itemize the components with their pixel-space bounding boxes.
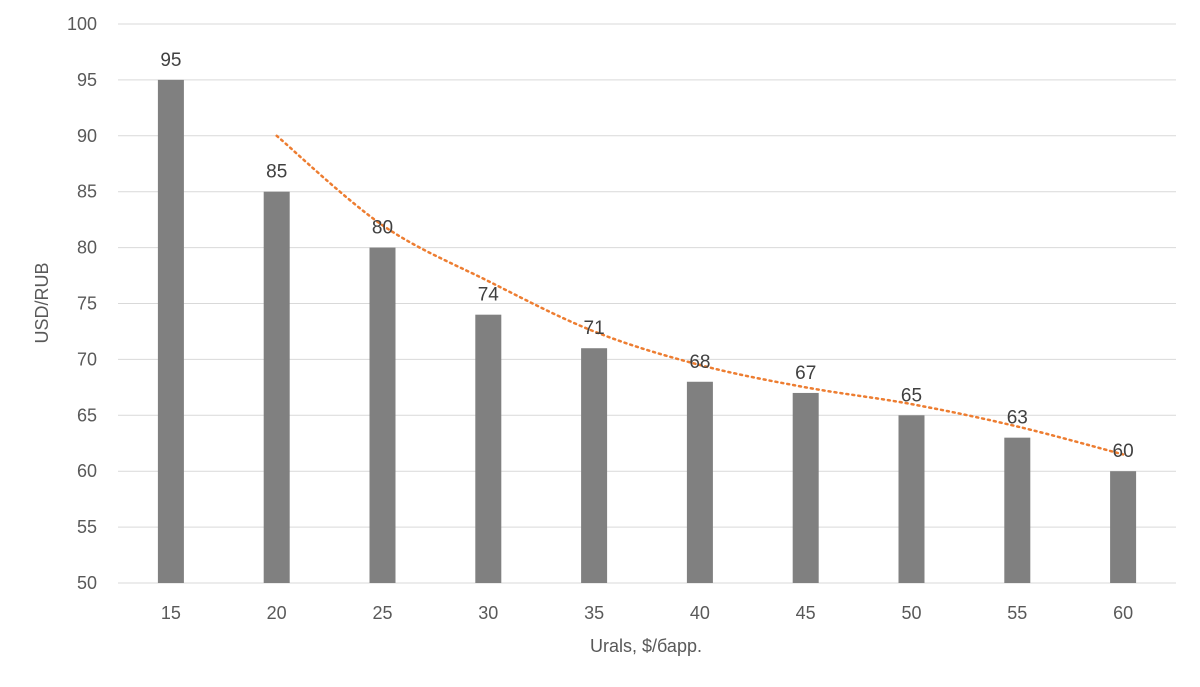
data-label: 63 [1007,408,1028,429]
x-tick-label: 30 [478,603,498,623]
data-label: 71 [584,318,605,339]
x-axis-title: Urals, $/барр. [590,636,702,656]
data-label: 65 [901,385,922,406]
trendline-group [275,134,1125,456]
y-tick-label: 80 [77,238,97,258]
bar [898,415,925,583]
x-axis-ticks: 15 20 25 30 35 40 45 50 55 60 [161,603,1133,623]
y-tick-label: 70 [77,349,97,369]
bar [581,348,608,583]
y-tick-label: 95 [77,70,97,90]
x-tick-label: 55 [1007,603,1027,623]
data-label: 95 [160,50,181,71]
bar [792,392,819,583]
data-labels: 95 85 80 74 71 68 67 65 63 60 [160,50,1133,462]
bars [157,79,1137,584]
x-tick-label: 60 [1113,603,1133,623]
data-label: 85 [266,162,287,183]
x-tick-label: 35 [584,603,604,623]
bar [157,79,184,584]
data-label: 74 [478,285,500,306]
bar [369,247,396,583]
x-tick-label: 50 [901,603,921,623]
y-axis-title: USD/RUB [32,262,52,343]
trendline [275,134,1125,456]
bar [686,381,713,583]
data-label: 80 [372,218,393,239]
y-tick-label: 65 [77,405,97,425]
data-label: 68 [689,352,710,373]
y-tick-label: 85 [77,182,97,202]
bar [475,314,502,583]
y-tick-label: 90 [77,126,97,146]
bar [1110,471,1137,583]
x-tick-label: 25 [372,603,392,623]
gridlines [118,23,1176,584]
x-tick-label: 40 [690,603,710,623]
x-tick-label: 15 [161,603,181,623]
y-tick-label: 100 [67,14,97,34]
y-tick-label: 50 [77,573,97,593]
data-label: 67 [795,363,816,384]
y-tick-label: 75 [77,294,97,314]
x-tick-label: 20 [267,603,287,623]
y-tick-label: 60 [77,461,97,481]
y-tick-label: 55 [77,517,97,537]
y-axis-ticks: 50 55 60 65 70 75 80 85 90 95 100 [67,14,97,593]
x-tick-label: 45 [796,603,816,623]
bar [1004,437,1031,583]
data-label: 60 [1113,441,1134,462]
bar [263,191,290,583]
